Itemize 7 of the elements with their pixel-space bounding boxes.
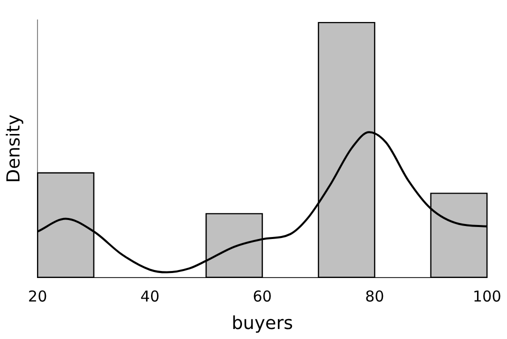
x-tick-label: 40 — [140, 287, 160, 306]
x-tick-label: 100 — [472, 287, 502, 306]
x-tick-label: 20 — [28, 287, 48, 306]
x-tick-label: 80 — [365, 287, 384, 306]
x-axis-title: buyers — [232, 312, 293, 334]
x-tick-label: 60 — [252, 287, 272, 306]
y-axis-title: Density — [3, 114, 24, 183]
